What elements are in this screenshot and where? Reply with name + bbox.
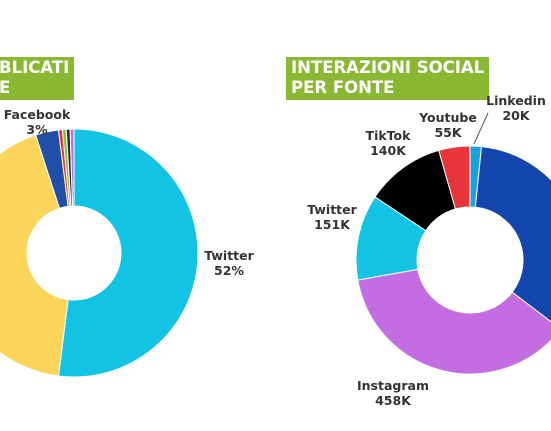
- left-chart-title: BLICATI E: [0, 57, 75, 100]
- right-chart-title: INTERAZIONI SOCIAL PER FONTE: [286, 57, 490, 100]
- right-label-instagram: Instagram 458K: [356, 378, 430, 408]
- left-label-twitter-value: 52%: [214, 263, 244, 278]
- right-label-tiktok: TikTok 140K: [358, 128, 418, 158]
- right-label-twitter-name: Twitter: [307, 202, 357, 217]
- right-label-linkedin: Linkedin 20K: [484, 93, 548, 123]
- left-slice-twitter-0: [57, 128, 199, 378]
- left-label-facebook-value: 3%: [26, 122, 48, 137]
- right-slice-unlabeled-1: [474, 146, 551, 323]
- right-slice-youtube-5: [438, 145, 471, 210]
- left-slice-unlabeled-1: [0, 134, 69, 377]
- right-label-youtube-name: Youtube: [419, 110, 477, 125]
- left-title-line-1: BLICATI: [0, 58, 70, 77]
- left-label-facebook-name: Facebook: [3, 107, 71, 122]
- right-label-twitter-value: 151K: [314, 217, 350, 232]
- left-label-twitter-name: Twitter: [204, 248, 254, 263]
- right-label-tiktok-name: TikTok: [365, 128, 411, 143]
- right-title-line-2: PER FONTE: [291, 78, 395, 97]
- right-label-tiktok-value: 140K: [370, 143, 406, 158]
- right-label-instagram-value: 458K: [375, 393, 411, 408]
- left-title-line-2: E: [0, 78, 11, 97]
- right-label-twitter: Twitter 151K: [302, 202, 362, 232]
- left-label-facebook: Facebook 3%: [0, 107, 74, 137]
- right-title-line-1: INTERAZIONI SOCIAL: [291, 58, 485, 77]
- right-slice-instagram-2: [357, 268, 551, 375]
- right-label-linkedin-name: Linkedin: [486, 93, 546, 108]
- right-label-linkedin-value: 20K: [502, 108, 530, 123]
- right-label-youtube: Youtube 55K: [416, 110, 480, 140]
- right-label-youtube-value: 55K: [434, 125, 462, 140]
- left-label-twitter: Twitter 52%: [200, 248, 258, 278]
- left-slice-unlabeled-6: [69, 128, 75, 207]
- right-label-instagram-name: Instagram: [357, 378, 429, 393]
- linkedin-leader-line: [473, 112, 489, 145]
